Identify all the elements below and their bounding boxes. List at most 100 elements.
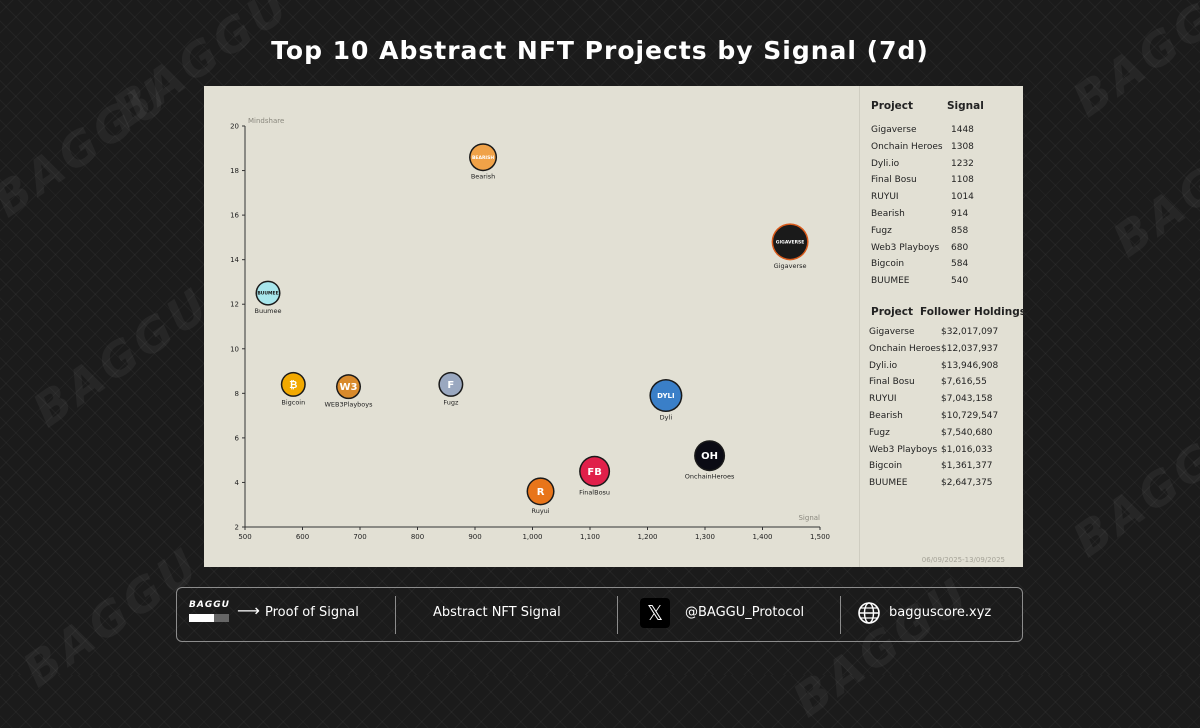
signal-table-value-cell: 584 <box>951 259 969 270</box>
point-logo-text: GIGAVERSE <box>776 239 805 245</box>
baggu-logo: BAGGU <box>189 600 231 628</box>
point-marker <box>439 373 462 396</box>
point-logo-text: F <box>447 380 454 391</box>
date-range: 06/09/2025-13/09/2025 <box>921 556 1005 564</box>
scatter-point[interactable]: GIGAVERSE Gigaverse <box>771 223 809 270</box>
signal-table-value-cell: 1232 <box>951 158 974 169</box>
y-tick-label: 2 <box>235 524 239 532</box>
point-label: Gigaverse <box>774 262 807 270</box>
signal-table-value-cell: 1308 <box>951 141 974 152</box>
tagline: Proof of Signal <box>265 605 359 620</box>
signal-table-value-cell: 1108 <box>951 175 974 186</box>
x-tick-label: 500 <box>238 533 251 541</box>
point-label: Bearish <box>471 173 495 181</box>
holdings-table-value-cell: $13,946,908 <box>941 360 999 371</box>
point-marker <box>580 457 609 486</box>
scatter-point[interactable]: W3 WEB3Playboys <box>324 374 373 409</box>
x-tick-label: 1,500 <box>810 533 830 541</box>
scatter-point[interactable]: BEARISH Bearish <box>469 143 498 181</box>
point-marker <box>528 478 554 504</box>
x-axis-label: Signal <box>798 514 820 522</box>
signal-table-value-cell: 1014 <box>951 192 974 203</box>
holdings-table-header-holdings: Follower Holdings <box>920 306 1026 318</box>
globe-icon <box>858 602 880 624</box>
signal-table-header-project: Project <box>871 100 914 112</box>
signal-table-project-cell: Fugz <box>871 225 892 236</box>
holdings-table-project-cell: Web3 Playboys <box>869 444 938 455</box>
holdings-table-value-cell: $1,361,377 <box>941 461 993 472</box>
x-tick-label: 1,000 <box>522 533 542 541</box>
scatter-chart: Mindshare Signal 500 600 700 800 900 1,000 1,1… <box>230 117 830 541</box>
y-tick-label: 10 <box>230 345 239 353</box>
x-handle-link[interactable]: @BAGGU_Protocol <box>685 605 805 620</box>
page-title: Top 10 Abstract NFT Projects by Signal (… <box>271 36 929 65</box>
point-label: Ruyui <box>531 507 549 515</box>
signal-table-value-cell: 680 <box>951 242 969 253</box>
section-label: Abstract NFT Signal <box>433 605 561 620</box>
x-tick-label: 700 <box>353 533 366 541</box>
holdings-table-project-cell: RUYUI <box>869 394 897 405</box>
x-tick-label: 800 <box>411 533 424 541</box>
y-tick-label: 18 <box>230 167 239 175</box>
scatter-point[interactable]: R Ruyui <box>526 477 555 515</box>
signal-table-header-signal: Signal <box>947 100 984 112</box>
holdings-table-project-cell: Final Bosu <box>869 377 915 388</box>
point-label: Buumee <box>254 307 281 315</box>
point-marker <box>695 441 724 470</box>
holdings-table-project-cell: Onchain Heroes <box>869 343 941 354</box>
point-marker <box>773 224 808 259</box>
y-tick-label: 6 <box>235 434 240 442</box>
signal-table-value-cell: 914 <box>951 209 969 219</box>
point-logo-text: BUUMEE <box>257 291 278 297</box>
chart-panel: Mindshare Signal 500 600 700 800 900 1,000 1,1… <box>204 86 1026 567</box>
point-label: Fugz <box>443 398 459 406</box>
holdings-table-header-project: Project <box>871 306 914 318</box>
holdings-table-value-cell: $10,729,547 <box>941 411 999 421</box>
y-tick-label: 16 <box>230 212 239 220</box>
signal-table-project-cell: Web3 Playboys <box>871 242 940 253</box>
signal-table-project-cell: Onchain Heroes <box>871 141 943 152</box>
y-axis-label: Mindshare <box>248 117 284 125</box>
point-marker <box>337 375 360 398</box>
x-tick-label: 1,200 <box>637 533 657 541</box>
point-marker <box>470 144 496 170</box>
signal-table-project-cell: Bearish <box>871 209 905 219</box>
watermark: BAGGU <box>0 66 181 228</box>
point-label: FinalBosu <box>579 488 610 496</box>
y-tick-label: 20 <box>230 123 239 131</box>
signal-table-project-cell: Final Bosu <box>871 175 917 186</box>
scatter-point[interactable]: DYLI Dyli <box>649 379 683 422</box>
holdings-table-value-cell: $7,540,680 <box>941 427 993 438</box>
signal-table-value-cell: 858 <box>951 225 969 236</box>
point-label: Bigcoin <box>281 398 305 406</box>
arrow-icon: ⟶ <box>237 601 260 620</box>
point-marker <box>650 380 681 411</box>
holdings-table-project-cell: Bearish <box>869 411 903 421</box>
holdings-table-value-cell: $32,017,097 <box>941 327 999 337</box>
x-tick-label: 1,300 <box>695 533 715 541</box>
point-logo-text: FB <box>587 467 601 478</box>
point-label: WEB3Playboys <box>324 401 373 409</box>
scatter-point[interactable]: FB FinalBosu <box>579 455 611 497</box>
holdings-table-project-cell: Bigcoin <box>869 461 903 472</box>
point-logo-text: BEARISH <box>472 155 494 161</box>
x-logo-icon[interactable]: 𝕏 <box>640 598 670 628</box>
holdings-table-project-cell: Dyli.io <box>869 360 898 371</box>
scatter-point[interactable]: BUUMEE Buumee <box>254 280 282 316</box>
scatter-point[interactable]: F Fugz <box>438 371 464 407</box>
scatter-point[interactable]: OH OnchainHeroes <box>685 440 735 481</box>
scatter-point[interactable]: ₿ Bigcoin <box>280 371 306 407</box>
point-marker <box>282 373 305 396</box>
point-logo-text: DYLI <box>657 392 674 400</box>
signal-table-value-cell: 1448 <box>951 125 974 135</box>
y-tick-label: 14 <box>230 256 239 264</box>
website-link[interactable]: bagguscore.xyz <box>889 605 992 620</box>
watermark: BAGGU <box>1102 106 1200 268</box>
signal-table-project-cell: Dyli.io <box>871 158 900 169</box>
footer-bar: BAGGU ⟶ Proof of Signal Abstract NFT Sig… <box>176 587 1023 642</box>
baggu-logo-text: BAGGU <box>189 600 230 610</box>
holdings-table-value-cell: $12,037,937 <box>941 343 999 354</box>
y-tick-label: 8 <box>235 390 239 398</box>
point-label: Dyli <box>660 414 673 422</box>
y-tick-label: 12 <box>230 301 239 309</box>
